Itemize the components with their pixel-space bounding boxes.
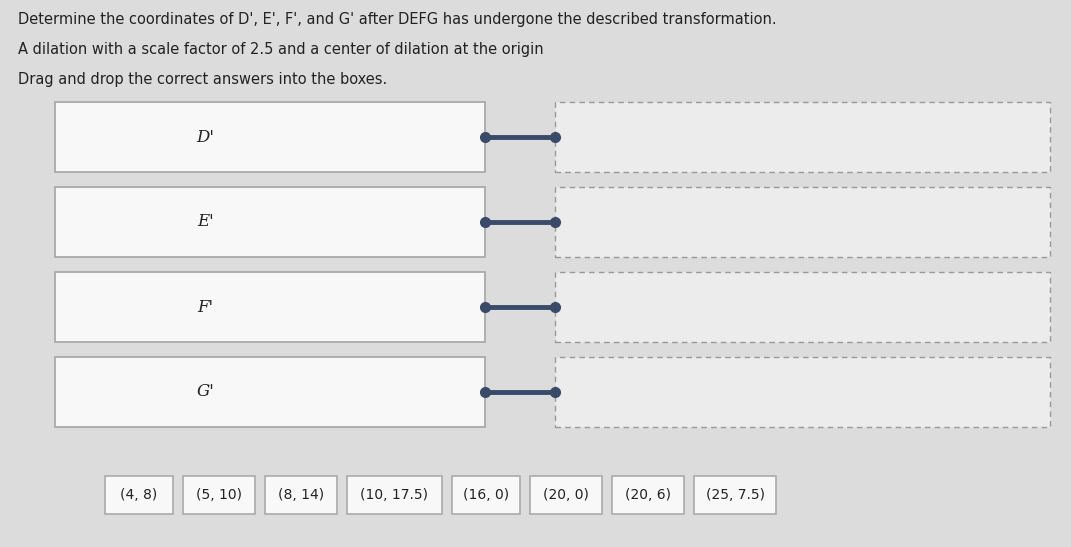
Text: (5, 10): (5, 10) <box>196 488 242 502</box>
FancyBboxPatch shape <box>183 476 255 514</box>
Text: Determine the coordinates of D', E', F', and G' after DEFG has undergone the des: Determine the coordinates of D', E', F',… <box>18 12 776 27</box>
FancyBboxPatch shape <box>452 476 521 514</box>
FancyBboxPatch shape <box>530 476 602 514</box>
Text: (25, 7.5): (25, 7.5) <box>706 488 765 502</box>
FancyBboxPatch shape <box>694 476 776 514</box>
FancyBboxPatch shape <box>105 476 174 514</box>
Text: (20, 0): (20, 0) <box>543 488 589 502</box>
FancyBboxPatch shape <box>555 187 1050 257</box>
FancyBboxPatch shape <box>555 102 1050 172</box>
FancyBboxPatch shape <box>55 357 485 427</box>
FancyBboxPatch shape <box>265 476 337 514</box>
Text: A dilation with a scale factor of 2.5 and a center of dilation at the origin: A dilation with a scale factor of 2.5 an… <box>18 42 544 57</box>
FancyBboxPatch shape <box>612 476 684 514</box>
FancyBboxPatch shape <box>347 476 442 514</box>
Text: (20, 6): (20, 6) <box>625 488 672 502</box>
FancyBboxPatch shape <box>555 357 1050 427</box>
Text: F': F' <box>197 299 213 316</box>
Text: D': D' <box>196 129 214 146</box>
Text: (8, 14): (8, 14) <box>278 488 325 502</box>
Text: Drag and drop the correct answers into the boxes.: Drag and drop the correct answers into t… <box>18 72 388 87</box>
FancyBboxPatch shape <box>55 187 485 257</box>
Text: G': G' <box>197 383 214 400</box>
Text: (4, 8): (4, 8) <box>120 488 157 502</box>
Text: E': E' <box>197 213 214 230</box>
FancyBboxPatch shape <box>55 102 485 172</box>
FancyBboxPatch shape <box>55 272 485 342</box>
FancyBboxPatch shape <box>555 272 1050 342</box>
Text: (16, 0): (16, 0) <box>463 488 509 502</box>
Text: (10, 17.5): (10, 17.5) <box>361 488 428 502</box>
